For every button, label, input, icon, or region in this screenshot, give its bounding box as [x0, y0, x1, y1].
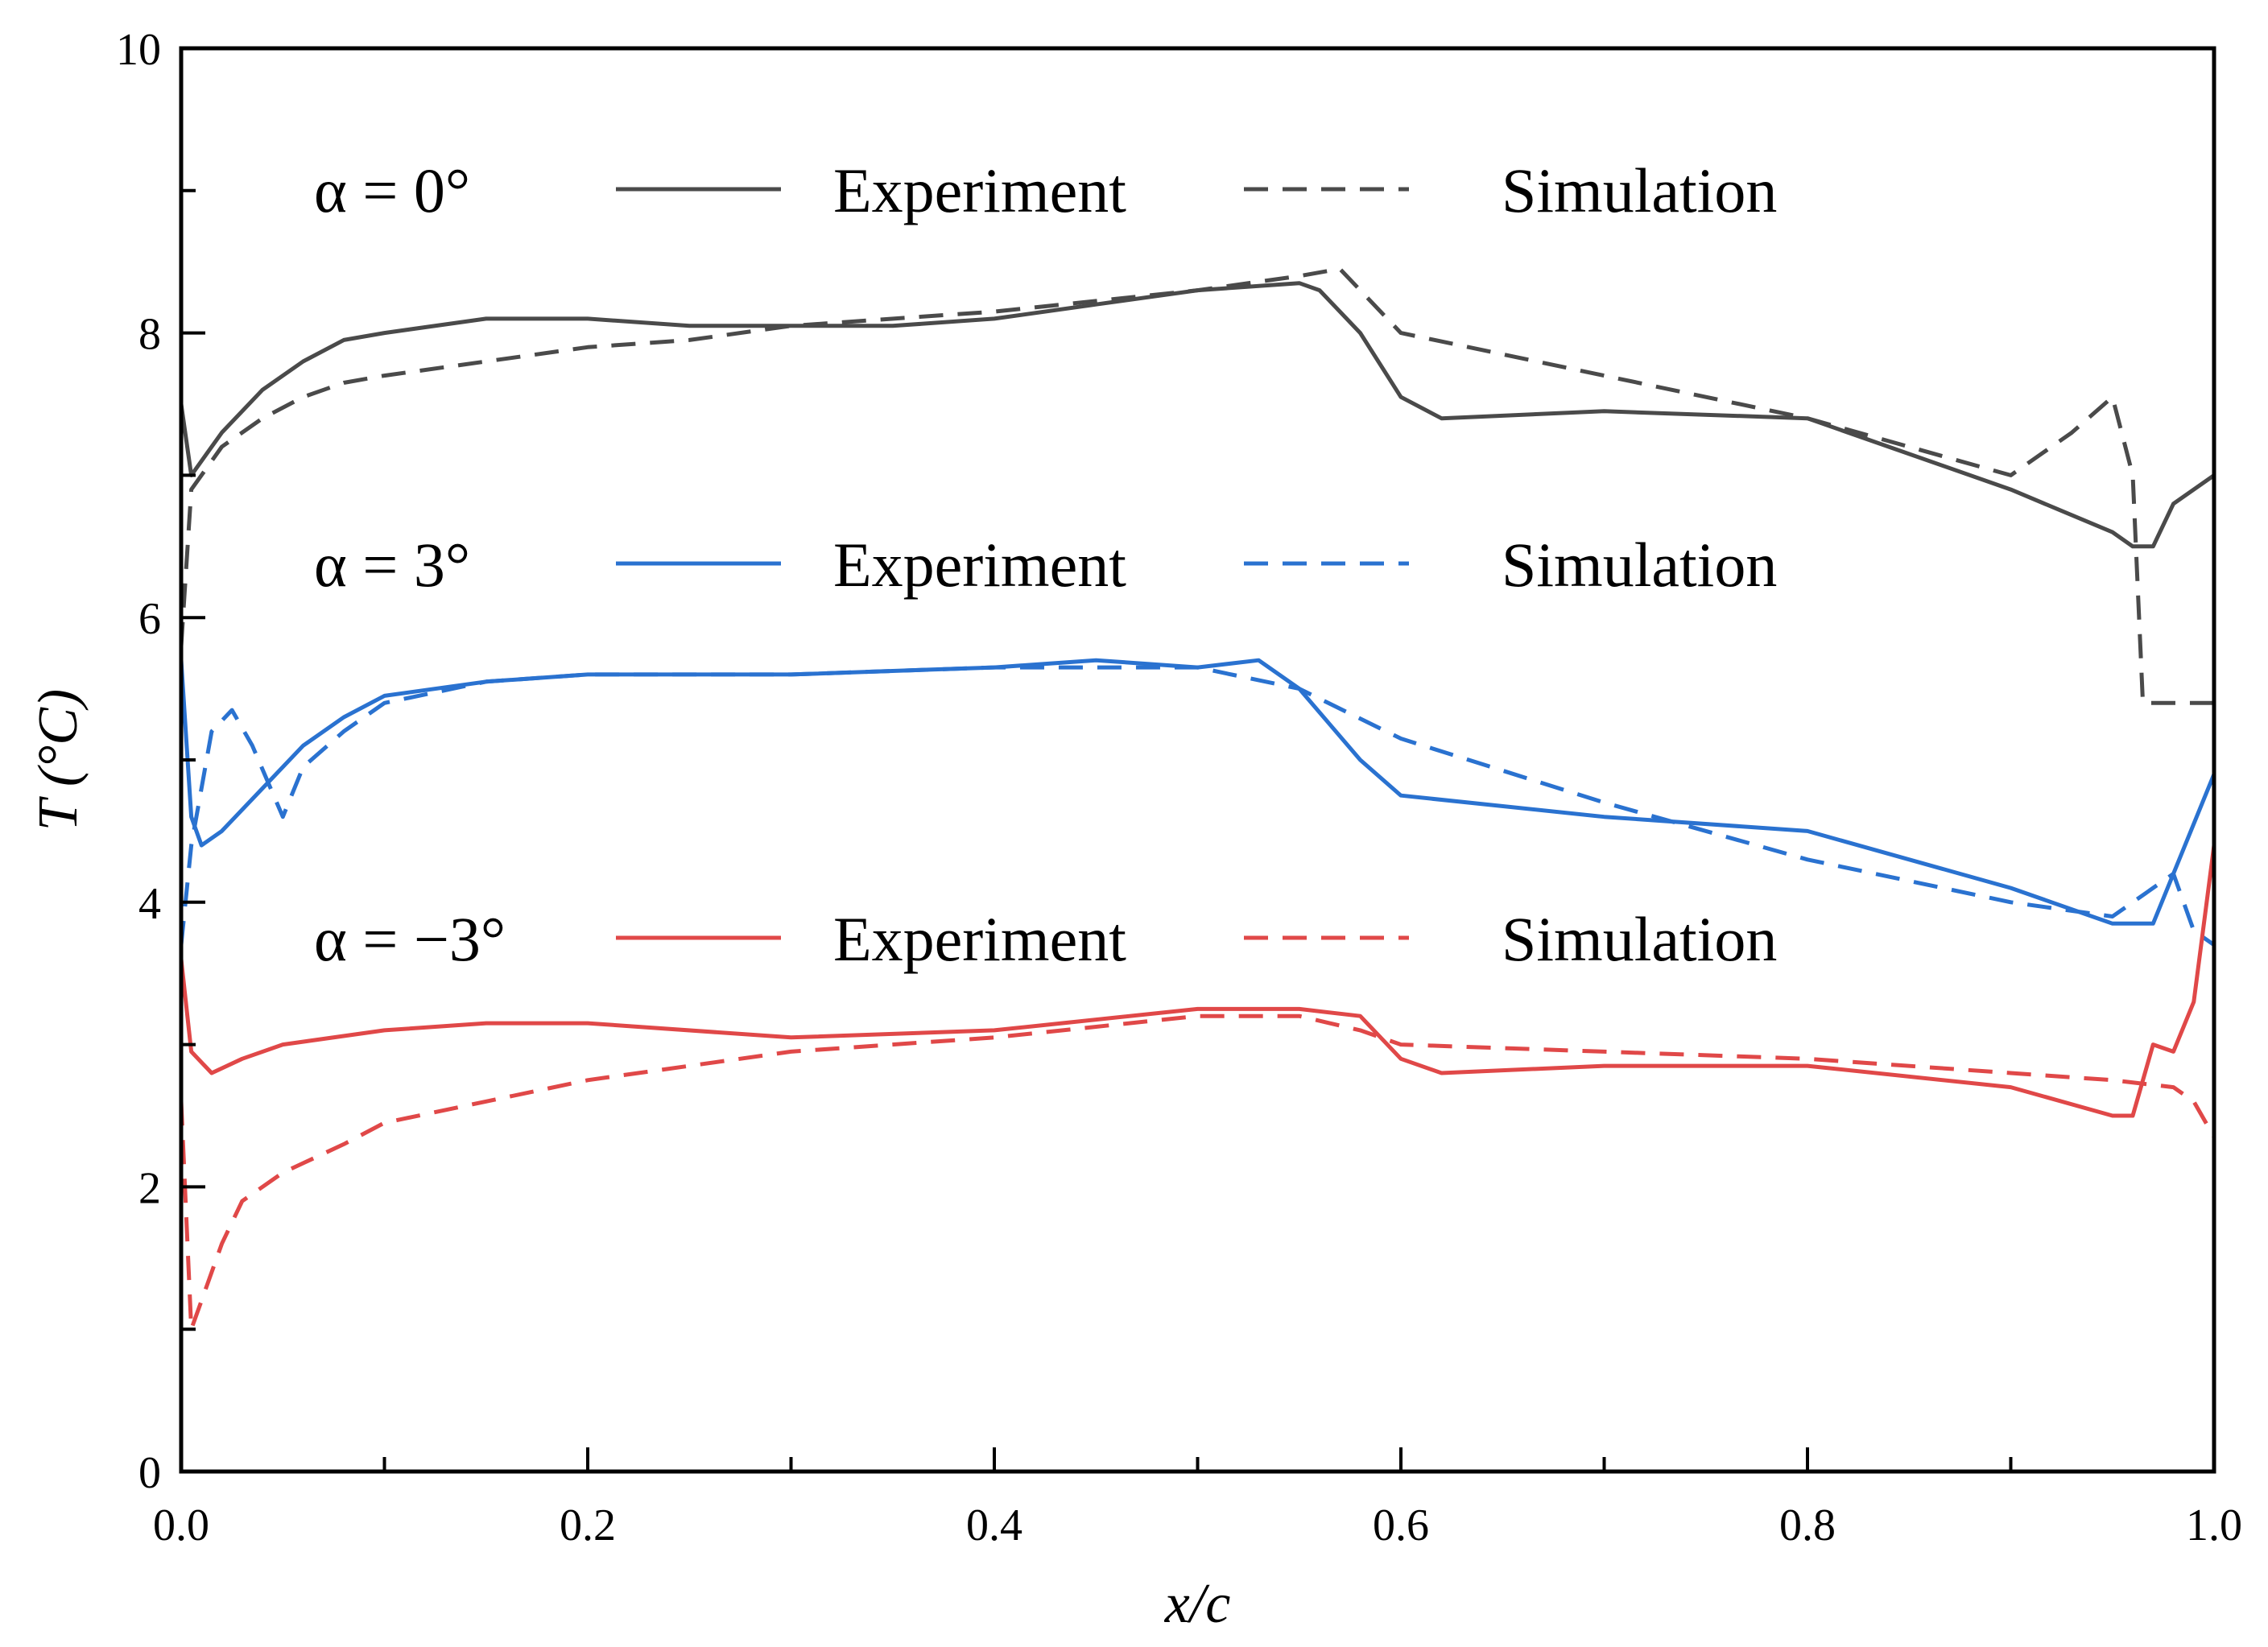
series-line-5 [179, 1013, 2216, 1331]
legend-alpha-label: α = 3° [314, 530, 470, 600]
legend-row: α = 3° Experiment Simulation [314, 530, 1777, 600]
x-tick-label: 0.4 [966, 1500, 1022, 1550]
plot-lines [179, 266, 2216, 1331]
series-line-3 [179, 665, 2216, 947]
legend: α = 0° Experiment Simulation α = 3° Experime… [314, 155, 1777, 974]
y-tick-label: 2 [138, 1163, 161, 1213]
legend-alpha-label: α = −3° [314, 904, 506, 974]
y-tick-label: 10 [116, 25, 161, 75]
legend-row: α = 0° Experiment Simulation [314, 155, 1777, 225]
legend-experiment-label: Experiment [833, 530, 1126, 600]
series-line-0 [179, 281, 2216, 549]
legend-experiment-label: Experiment [833, 904, 1126, 974]
y-tick-label: 4 [138, 879, 161, 929]
plot-frame [179, 46, 2216, 1474]
series-line-1 [179, 266, 2214, 705]
legend-row: α = −3° Experiment Simulation [314, 904, 1777, 974]
x-tick-label: 1.0 [2186, 1500, 2242, 1550]
x-tick-label: 0.0 [153, 1500, 209, 1550]
y-axis: 0 2 4 6 8 10 [116, 25, 205, 1498]
series-line-4 [179, 844, 2216, 1118]
y-axis-title: T (°C) [27, 689, 89, 831]
legend-alpha-label: α = 0° [314, 155, 470, 225]
series-line-2 [179, 658, 2216, 926]
y-tick-label: 8 [138, 310, 161, 360]
x-axis: 0.0 0.2 0.4 0.6 0.8 1.0 [153, 1447, 2242, 1550]
legend-simulation-label: Simulation [1502, 155, 1777, 225]
legend-simulation-label: Simulation [1502, 904, 1777, 974]
legend-experiment-label: Experiment [833, 155, 1126, 225]
x-tick-label: 0.2 [560, 1500, 616, 1550]
x-axis-title: x/c [1164, 1573, 1231, 1635]
y-tick-label: 0 [138, 1448, 161, 1498]
x-tick-label: 0.8 [1779, 1500, 1836, 1550]
legend-simulation-label: Simulation [1502, 530, 1777, 600]
y-tick-label: 6 [138, 594, 161, 644]
x-tick-label: 0.6 [1373, 1500, 1429, 1550]
